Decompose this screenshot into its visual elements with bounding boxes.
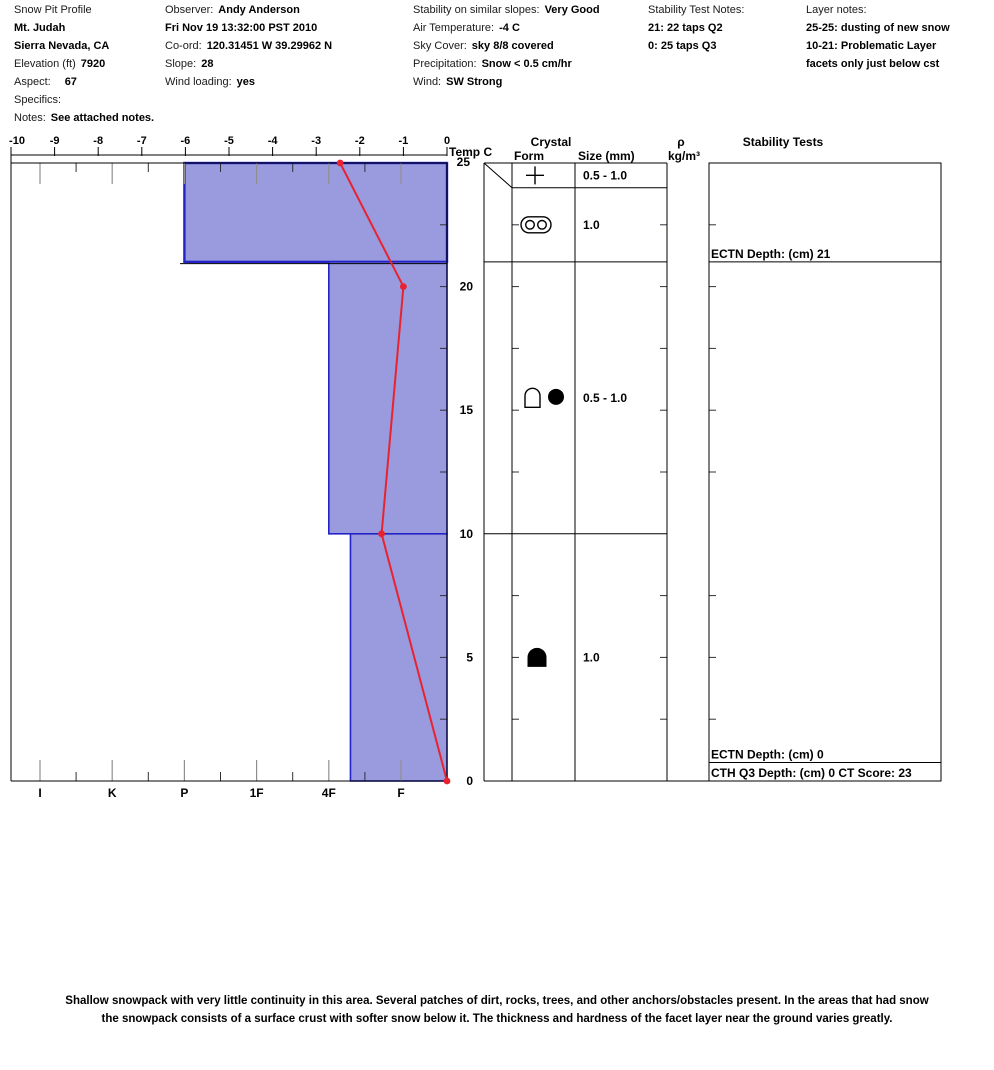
layer-bar bbox=[349, 532, 448, 782]
crust-grain-icon bbox=[524, 387, 541, 409]
round-grain-icon bbox=[548, 388, 564, 405]
wind-field: Wind: SW Strong bbox=[413, 76, 503, 88]
axis-ticks bbox=[10, 147, 716, 781]
temp-axis-title: Temp C bbox=[449, 145, 492, 159]
temp-tick-label: -6 bbox=[181, 135, 191, 147]
grain-size-value: 0.5 - 1.0 bbox=[583, 168, 627, 182]
form-header: Form bbox=[514, 149, 544, 163]
depth-tick-label: 15 bbox=[460, 403, 474, 417]
sky-cover-field: Sky Cover: sky 8/8 covered bbox=[413, 40, 554, 52]
depth-tick-label: 10 bbox=[460, 527, 474, 541]
temp-tick-label: -4 bbox=[268, 135, 279, 147]
temperature-point bbox=[378, 530, 385, 538]
depth-tick-label: 0 bbox=[466, 774, 473, 788]
depth-tick-label: 5 bbox=[466, 650, 473, 664]
layer-transition-diagonal bbox=[483, 162, 513, 189]
grain-size-value: 1.0 bbox=[583, 218, 600, 232]
temp-tick-label: -2 bbox=[355, 135, 365, 147]
temp-tick-label: -10 bbox=[9, 135, 25, 147]
hardness-tick-label: I bbox=[38, 786, 41, 800]
depth-tick-label: 20 bbox=[460, 280, 474, 294]
stability-field: Stability on similar slopes: Very Good bbox=[413, 4, 600, 16]
temperature-point bbox=[336, 159, 344, 167]
size-header: Size (mm) bbox=[578, 149, 635, 163]
layer-notes-title: Layer notes: bbox=[806, 4, 867, 16]
density-unit-header: kg/m³ bbox=[668, 149, 700, 163]
layer-note: 10-21: Problematic Layer bbox=[806, 40, 937, 52]
temperature-line bbox=[339, 162, 448, 782]
hardness-tick-label: P bbox=[180, 786, 188, 800]
stability-tests-panel: Stability Tests ECTN Depth: (cm) 21 ECTN D… bbox=[708, 135, 942, 782]
hardness-tick-label: 4F bbox=[322, 786, 336, 800]
hardness-layer-bars bbox=[183, 161, 449, 782]
precip-particles-icon bbox=[526, 166, 544, 185]
stability-result-label: CTH Q3 Depth: (cm) 0 CT Score: 23 bbox=[711, 766, 912, 780]
header-column-conditions: Stability on similar slopes: Very Good Ai… bbox=[413, 1, 600, 91]
pit-notes-line: the snowpack consists of a surface crust… bbox=[101, 1013, 893, 1025]
hardness-tick-label: K bbox=[108, 786, 117, 800]
datetime-field: Fri Nov 19 13:32:00 PST 2010 bbox=[165, 22, 318, 34]
wind-loading-field: Wind loading: yes bbox=[165, 76, 256, 88]
coordinates-field: Co-ord: 120.31451 W 39.29962 N bbox=[165, 40, 333, 52]
clustered-grains-icon bbox=[520, 216, 552, 234]
slope-field: Slope: 28 bbox=[165, 58, 214, 70]
air-temp-field: Air Temperature: -4 C bbox=[413, 22, 520, 34]
temperature-point bbox=[400, 283, 407, 290]
stability-test-notes-title: Stability Test Notes: bbox=[648, 4, 745, 16]
grain-size-value: 1.0 bbox=[583, 650, 600, 664]
hardness-tick-label: F bbox=[397, 786, 404, 800]
elevation-field: Elevation (ft) 7920 bbox=[14, 58, 106, 70]
depth-tick-label: 25 bbox=[457, 155, 471, 169]
stability-test-note: 0: 25 taps Q3 bbox=[648, 40, 717, 52]
precipitation-field: Precipitation: Snow < 0.5 cm/hr bbox=[413, 58, 572, 70]
clustered-grains-icon bbox=[525, 219, 536, 230]
hardness-tick-label: 1F bbox=[250, 786, 264, 800]
page-title: Snow Pit Profile bbox=[14, 4, 92, 16]
pit-notes: Shallow snowpack with very little contin… bbox=[0, 992, 994, 1028]
header-column-site: Snow Pit Profile Mt. Judah Sierra Nevada… bbox=[14, 1, 154, 127]
grain-size-value: 0.5 - 1.0 bbox=[583, 391, 627, 405]
header-column-layer-notes: Layer notes: 25-25: dusting of new snow … bbox=[806, 1, 950, 73]
chart-frame bbox=[10, 154, 448, 782]
crystal-header: Crystal bbox=[531, 135, 572, 149]
location-field: Mt. Judah bbox=[14, 22, 66, 34]
stability-test-note: 21: 22 taps Q2 bbox=[648, 22, 723, 34]
temp-tick-label: -1 bbox=[399, 135, 409, 147]
specifics-field: Specifics: bbox=[14, 94, 62, 106]
notes-field: Notes: See attached notes. bbox=[14, 112, 155, 124]
pit-notes-line: Shallow snowpack with very little contin… bbox=[65, 995, 929, 1007]
temp-tick-label: -7 bbox=[137, 135, 147, 147]
stability-result-label: ECTN Depth: (cm) 0 bbox=[711, 747, 824, 761]
temperature-profile-line bbox=[180, 159, 451, 785]
temp-tick-label: -9 bbox=[50, 135, 60, 147]
temp-tick-label: 0 bbox=[444, 135, 450, 147]
header-column-stability-test-notes: Stability Test Notes: 21: 22 taps Q2 0: … bbox=[648, 1, 744, 55]
temp-tick-label: -5 bbox=[224, 135, 234, 147]
clustered-grains-icon bbox=[537, 219, 548, 230]
observer-field: Observer: Andy Anderson bbox=[165, 4, 300, 16]
region-field: Sierra Nevada, CA bbox=[14, 40, 110, 52]
layer-bar bbox=[327, 261, 448, 535]
header-column-observer: Observer: Andy Anderson Fri Nov 19 13:32:… bbox=[165, 1, 332, 91]
density-header: ρ bbox=[677, 135, 684, 149]
aspect-field: Aspect: 67 bbox=[14, 76, 77, 88]
layer-note: 25-25: dusting of new snow bbox=[806, 22, 950, 34]
layer-note: facets only just below cst bbox=[806, 58, 940, 70]
temp-tick-label: -8 bbox=[93, 135, 103, 147]
temperature-point bbox=[443, 777, 451, 785]
stability-tests-header: Stability Tests bbox=[743, 135, 824, 149]
melt-form-grain-icon bbox=[527, 647, 547, 667]
temp-tick-label: -3 bbox=[311, 135, 321, 147]
stability-result-label: ECTN Depth: (cm) 21 bbox=[711, 247, 831, 261]
layer-bar bbox=[183, 161, 449, 264]
